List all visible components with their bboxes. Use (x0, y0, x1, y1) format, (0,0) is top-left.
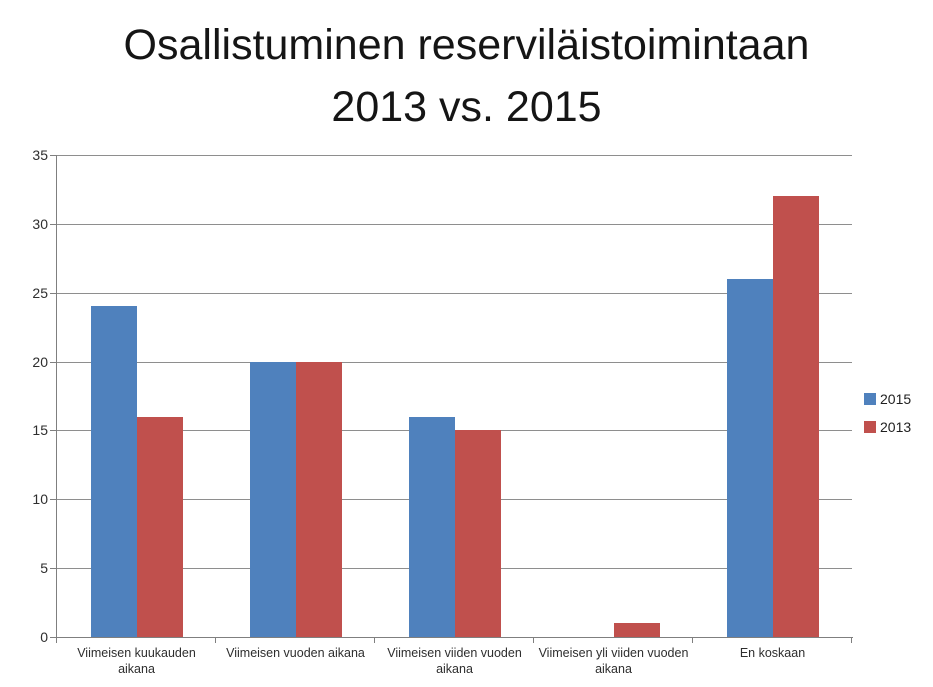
x-axis-label: Viimeisen yli viiden vuoden aikana (538, 646, 689, 676)
legend-label-2013: 2013 (880, 419, 912, 435)
x-axis-label: En koskaan (739, 646, 806, 660)
y-axis-tick (50, 155, 57, 156)
y-axis-tick (50, 430, 57, 432)
legend-item-2015: 2015 (864, 391, 911, 407)
gridline (57, 155, 852, 156)
x-axis-label: Viimeisen kuukauden aikana (77, 646, 196, 676)
y-axis-tick-label: 25 (32, 284, 48, 301)
bar-2013 (772, 196, 819, 637)
y-axis-tick (50, 568, 57, 570)
legend-label-2015: 2015 (880, 391, 912, 407)
bar-2013 (454, 430, 501, 637)
x-axis-label: Viimeisen viiden vuoden aikana (387, 646, 522, 676)
legend-swatch-2015-icon (864, 393, 876, 405)
y-axis-tick-label: 10 (32, 491, 48, 508)
x-axis-tick (374, 637, 375, 643)
gridline (57, 361, 852, 363)
y-axis-tick-label: 30 (32, 215, 48, 232)
x-axis-tick (851, 637, 852, 643)
bar-2015 (249, 362, 296, 637)
x-axis-line (56, 637, 853, 638)
bar-2013 (136, 417, 183, 637)
y-axis-tick-label: 20 (32, 353, 48, 370)
x-axis-tick (215, 637, 216, 643)
bar-2015 (726, 279, 773, 637)
y-axis-tick-label: 35 (32, 147, 48, 163)
y-axis-tick-label: 5 (40, 560, 48, 577)
legend-swatch-2013-icon (864, 421, 876, 433)
bar-2013 (295, 362, 342, 637)
legend: 2015 2013 (864, 391, 911, 447)
y-axis-tick (50, 223, 57, 225)
chart-title-line-1: Osallistuminen reserviläistoimintaan (123, 21, 810, 69)
gridline (57, 223, 852, 225)
y-axis-tick (50, 292, 57, 294)
x-axis-tick (533, 637, 534, 643)
chart-title: Osallistuminen reserviläistoimintaan 201… (0, 14, 933, 138)
y-axis-line (56, 155, 57, 638)
legend-item-2013: 2013 (864, 419, 911, 435)
y-axis-tick (50, 637, 57, 638)
gridline (57, 292, 852, 294)
x-axis-label: Viimeisen vuoden aikana (226, 646, 365, 660)
y-axis-tick (50, 499, 57, 501)
x-axis-tick (692, 637, 693, 643)
y-axis-tick-label: 0 (40, 629, 48, 645)
bar-2015 (408, 417, 455, 637)
bar-2015 (90, 306, 137, 637)
bar-2013 (613, 623, 660, 637)
chart-title-line-2: 2013 vs. 2015 (331, 83, 602, 131)
y-axis-tick-label: 15 (32, 422, 48, 439)
y-axis-tick (50, 361, 57, 363)
x-axis-tick (56, 637, 57, 643)
